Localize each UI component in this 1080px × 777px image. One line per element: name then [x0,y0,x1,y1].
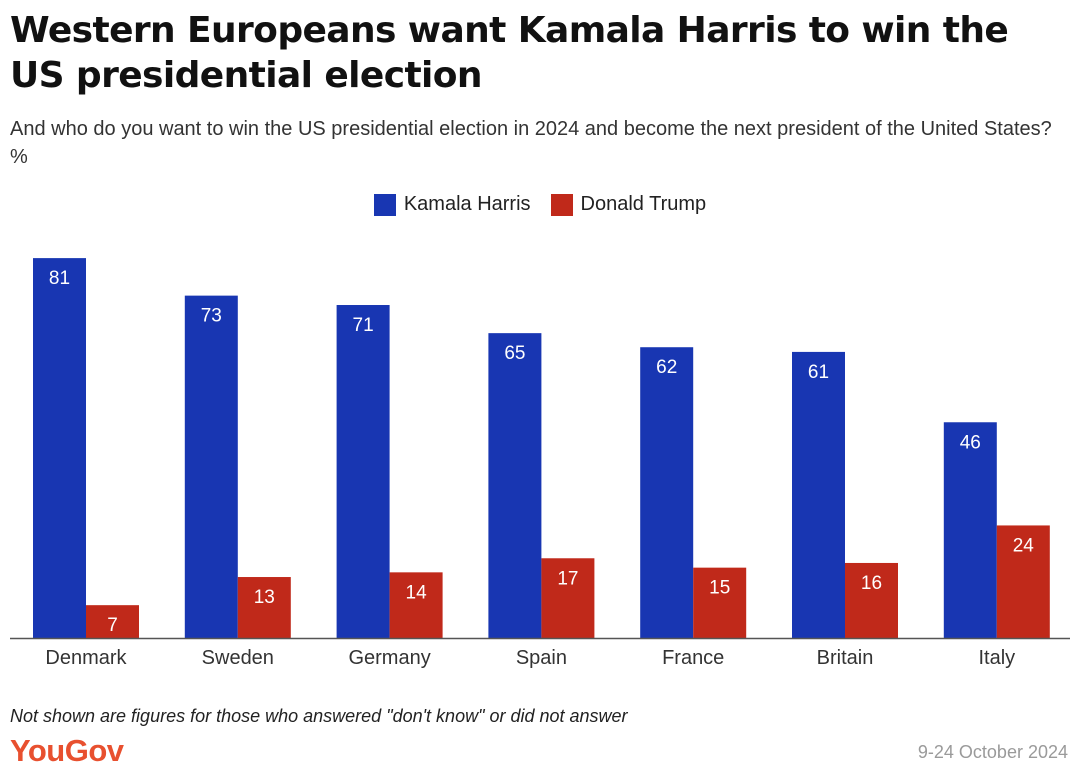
bar-value-harris-france: 62 [656,357,677,378]
chart-title: Western Europeans want Kamala Harris to … [10,10,1009,96]
bar-harris-spain [488,333,542,638]
bar-trump-germany [389,572,443,638]
chart-subtitle: And who do you want to win the US presid… [10,118,1052,168]
bar-harris-sweden [184,295,238,638]
bar-value-trump-germany: 14 [406,582,428,603]
bar-harris-italy [943,422,997,638]
bar-value-harris-denmark: 81 [49,268,70,289]
bar-value-trump-italy: 24 [1013,535,1035,556]
bar-harris-germany [336,305,390,638]
bar-chart: 81 7 Denmark 73 13 Sweden 71 14 Germany 65 17 Spain… [10,258,1070,669]
x-tick-label-denmark: Denmark [45,647,127,669]
yougov-logo: YouGov [10,733,124,768]
bar-value-harris-sweden: 73 [201,306,222,327]
legend-label-trump: Donald Trump [580,193,707,215]
bar-value-trump-spain: 17 [557,568,578,589]
legend-item-harris: Kamala Harris [373,193,531,216]
bar-value-trump-sweden: 13 [254,587,275,608]
bar-value-harris-italy: 46 [960,432,981,453]
x-tick-label-france: France [662,647,724,669]
legend-swatch-trump [550,193,573,216]
bar-value-trump-france: 15 [709,578,730,599]
bar-harris-denmark [33,258,86,638]
bar-value-harris-spain: 65 [504,343,525,364]
bar-trump-france [693,567,747,638]
footnote: Not shown are figures for those who answ… [10,706,628,726]
x-tick-label-spain: Spain [516,647,567,669]
x-tick-label-sweden: Sweden [202,647,274,669]
legend: Kamala Harris Donald Trump [0,193,1080,216]
bar-value-harris-germany: 71 [353,315,374,336]
legend-item-trump: Donald Trump [550,193,707,216]
x-tick-label-britain: Britain [817,647,874,669]
bar-trump-sweden [237,577,291,638]
bar-trump-italy [996,525,1050,638]
bar-trump-denmark [86,605,139,638]
bar-harris-britain [792,351,845,638]
legend-label-harris: Kamala Harris [403,193,531,215]
x-tick-label-italy: Italy [978,647,1015,669]
bar-value-trump-britain: 16 [861,573,882,594]
bar-trump-britain [845,562,898,638]
legend-swatch-harris [373,193,396,216]
bar-trump-spain [541,558,595,638]
bar-harris-france [640,347,694,638]
bar-value-harris-britain: 61 [808,362,829,383]
survey-date: 9-24 October 2024 [917,742,1068,762]
bar-value-trump-denmark: 7 [107,615,118,636]
x-tick-label-germany: Germany [348,647,430,669]
